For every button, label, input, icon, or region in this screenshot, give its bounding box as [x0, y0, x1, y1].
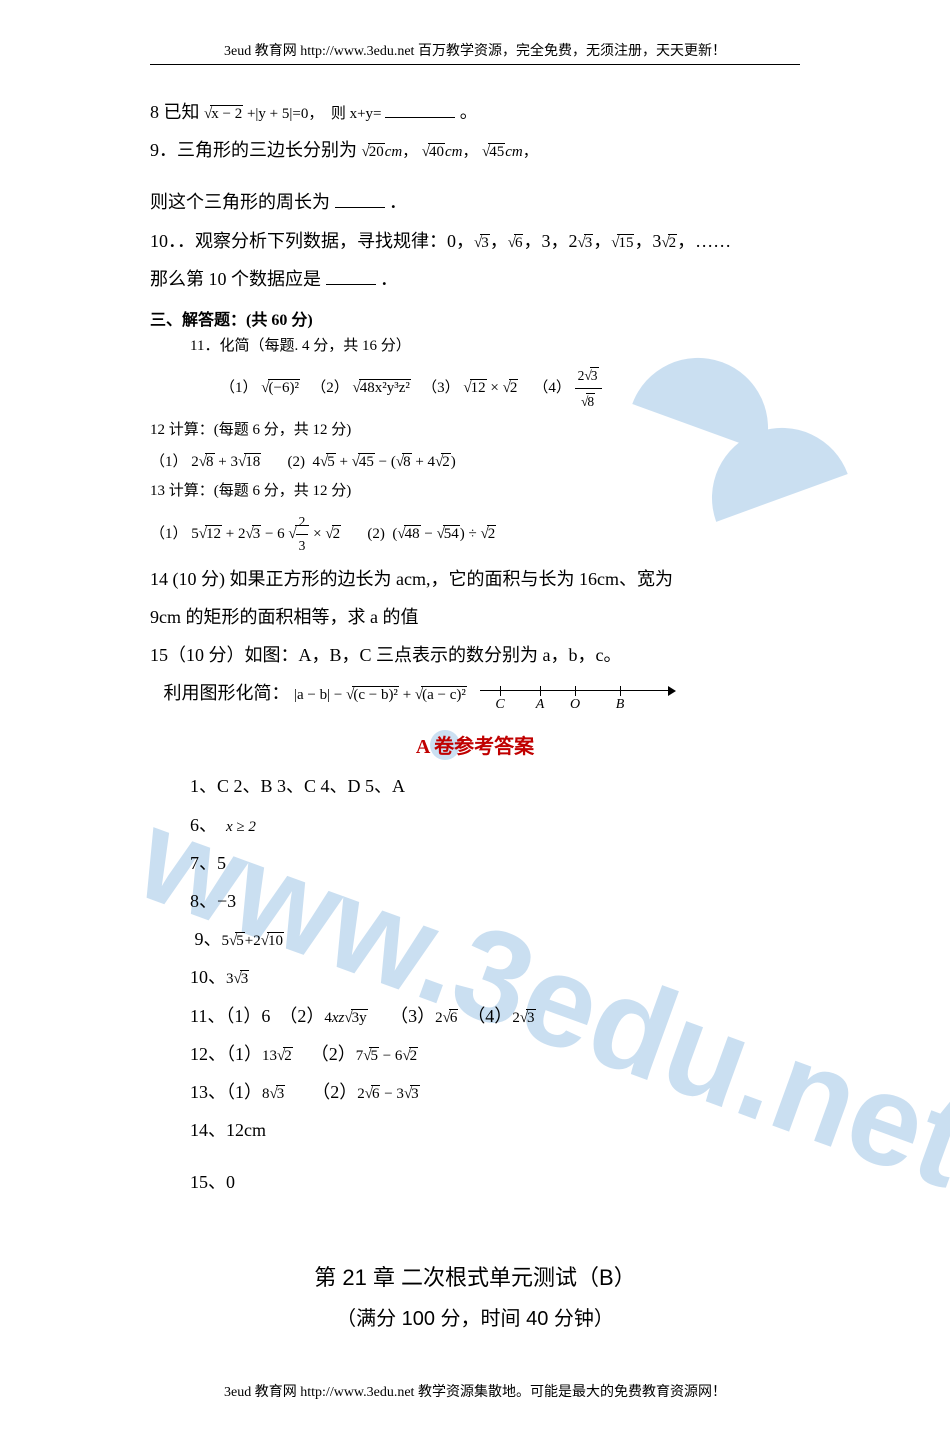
answer-14: 14、12cm: [190, 1113, 800, 1147]
diagram-label-o: O: [570, 697, 580, 713]
next-chapter-subtitle: （满分 100 分，时间 40 分钟）: [150, 1302, 800, 1331]
question-13-items: （1） 512 + 23 − 6 23 × 2 (2) (48 − 54) ÷ …: [150, 509, 800, 558]
question-10-b: 那么第 10 个数据应是 ．: [150, 262, 800, 296]
q9b2-text: ．: [389, 192, 407, 212]
question-10-a: 10．．观察分析下列数据，寻找规律：0，3，6，3，23，15，32，……: [150, 224, 800, 258]
answer-10: 10、33: [190, 960, 800, 994]
question-15-a: 15（10 分）如图：A，B，C 三点表示的数分别为 a，b，c。: [150, 638, 800, 672]
question-13-head: 13 计算：(每题 6 分，共 12 分): [150, 479, 800, 505]
answer-7: 7、5: [190, 846, 800, 880]
answer-title: A 卷参考答案: [150, 730, 800, 759]
diagram-label-c: C: [495, 697, 504, 713]
question-9-a: 9．三角形的三边长分别为 20cm， 40cm， 45cm，: [150, 133, 800, 167]
q9-blank: [335, 189, 385, 208]
answer-6: 6、 x ≥ 2: [190, 808, 800, 842]
q8-expr: x − 2 +|y + 5|=0， 则 x+y=: [204, 106, 385, 122]
diagram-label-b: B: [616, 697, 625, 713]
question-12-items: （1） 28 + 318 (2) 45 + 45 − (8 + 42): [150, 448, 800, 476]
page-header: 3eud 教育网 http://www.3edu.net 百万教学资源，完全免费…: [150, 40, 800, 65]
answer-11: 11、（1）6 （2）4xz3y （3）26 （4）23: [190, 999, 800, 1033]
question-8: 8 已知 x − 2 +|y + 5|=0， 则 x+y= 。: [150, 95, 800, 129]
page-footer: 3eud 教育网 http://www.3edu.net 教学资源集散地。可能是…: [150, 1381, 800, 1401]
q8-prefix: 8 已知: [150, 102, 204, 122]
q9b-text: 则这个三角形的周长为: [150, 192, 335, 212]
question-12-head: 12 计算：(每题 6 分，共 12 分): [150, 418, 800, 444]
q8-blank: [385, 99, 455, 118]
question-9-b: 则这个三角形的周长为 ．: [150, 185, 800, 219]
question-15-b: 利用图形化简： |a − b| − (c − b)² + (a − c)²: [150, 676, 800, 710]
answer-8: 8、−3: [190, 884, 800, 918]
answer-1-5: 1、C 2、B 3、C 4、D 5、A: [190, 769, 800, 803]
q10b2-text: ．: [380, 269, 398, 289]
answer-12: 12、（1）132 （2）75 − 62: [190, 1037, 800, 1071]
answer-13: 13、（1）83 （2）26 − 33: [190, 1075, 800, 1109]
answer-9: 9、55+210: [190, 922, 800, 956]
diagram-label-a: A: [536, 697, 545, 713]
q8-suffix: 。: [460, 102, 478, 122]
number-line-diagram: C A O B: [480, 690, 670, 692]
q10b-text: 那么第 10 个数据应是: [150, 269, 321, 289]
question-11-items: （1） (−6)² （2） 48x²y³z² （3） 12 × 2 （4） 23…: [220, 363, 800, 414]
question-14-b: 9cm 的矩形的面积相等，求 a 的值: [150, 600, 800, 634]
question-11-head: 11．化简（每题. 4 分，共 16 分）: [190, 334, 800, 360]
section-3-title: 三、解答题：(共 60 分): [150, 306, 800, 330]
q10-blank: [326, 266, 376, 285]
answer-15: 15、0: [190, 1165, 800, 1199]
next-chapter-title: 第 21 章 二次根式单元测试（B）: [150, 1260, 800, 1292]
question-14-a: 14 (10 分) 如果正方形的边长为 acm,，它的面积与长为 16cm、宽为: [150, 562, 800, 596]
